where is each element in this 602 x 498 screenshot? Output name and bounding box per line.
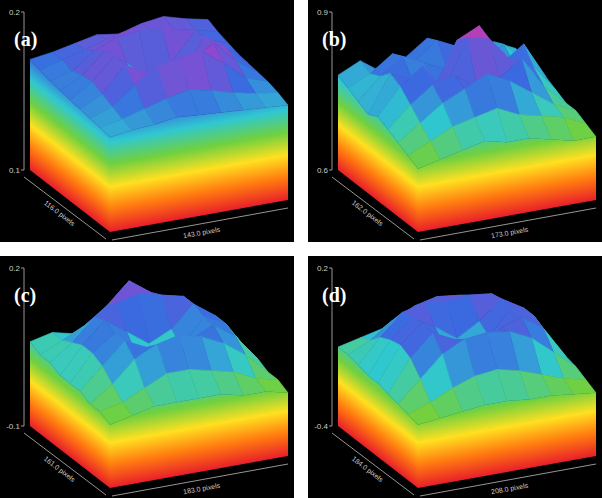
svg-text:0.9: 0.9	[317, 8, 329, 17]
svg-text:161.0 pixels: 161.0 pixels	[42, 455, 77, 485]
svg-text:0.1: 0.1	[9, 166, 21, 175]
svg-text:-0.1: -0.1	[6, 422, 20, 431]
svg-text:143.0 pixels: 143.0 pixels	[183, 226, 222, 241]
svg-text:-0.4: -0.4	[314, 422, 328, 431]
svg-text:173.0 pixels: 173.0 pixels	[491, 226, 530, 241]
svg-text:208.0 pixels: 208.0 pixels	[491, 482, 530, 497]
svg-text:(d): (d)	[322, 284, 346, 307]
svg-text:184.0 pixels: 184.0 pixels	[350, 455, 385, 485]
svg-text:(b): (b)	[322, 28, 346, 51]
svg-text:183.0 pixels: 183.0 pixels	[183, 482, 222, 497]
svg-text:162.0 pixels: 162.0 pixels	[350, 199, 385, 229]
svg-text:(c): (c)	[14, 284, 36, 307]
svg-text:0.6: 0.6	[317, 166, 329, 175]
svg-text:0.2: 0.2	[9, 264, 21, 273]
svg-text:(a): (a)	[14, 28, 37, 51]
svg-text:0.2: 0.2	[9, 8, 21, 17]
svg-text:116.0 pixels: 116.0 pixels	[42, 199, 76, 228]
svg-text:0.2: 0.2	[317, 264, 329, 273]
